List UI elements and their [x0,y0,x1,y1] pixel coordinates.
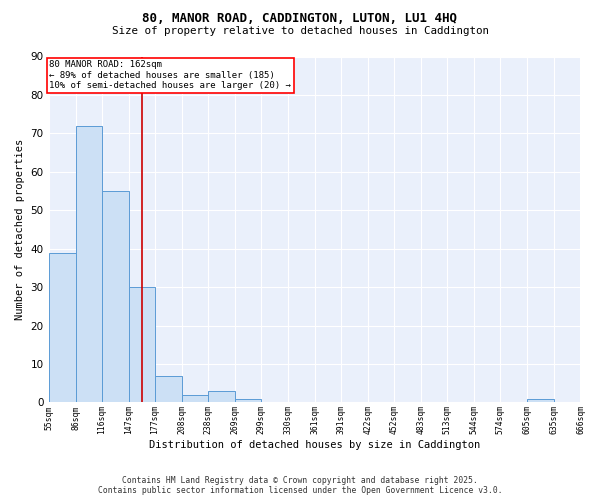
Text: 80, MANOR ROAD, CADDINGTON, LUTON, LU1 4HQ: 80, MANOR ROAD, CADDINGTON, LUTON, LU1 4… [143,12,458,26]
Text: 80 MANOR ROAD: 162sqm
← 89% of detached houses are smaller (185)
10% of semi-det: 80 MANOR ROAD: 162sqm ← 89% of detached … [49,60,291,90]
Bar [527,398,554,402]
Bar [49,252,76,402]
Bar [155,376,182,402]
Bar [76,126,101,402]
Text: Contains HM Land Registry data © Crown copyright and database right 2025.
Contai: Contains HM Land Registry data © Crown c… [98,476,502,495]
Bar [101,191,128,402]
Bar [182,394,208,402]
Text: Size of property relative to detached houses in Caddington: Size of property relative to detached ho… [112,26,488,36]
Bar [235,398,261,402]
Bar [208,391,235,402]
X-axis label: Distribution of detached houses by size in Caddington: Distribution of detached houses by size … [149,440,480,450]
Y-axis label: Number of detached properties: Number of detached properties [15,139,25,320]
Bar [128,287,155,403]
